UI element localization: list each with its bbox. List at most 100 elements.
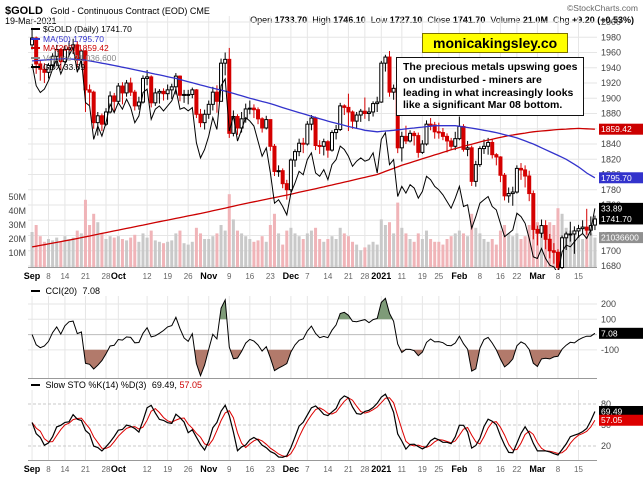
svg-text:21: 21 — [81, 465, 90, 474]
candlestick-series — [30, 28, 597, 270]
legend-swatch — [31, 37, 40, 40]
quote-pair: High 1746.10 — [312, 15, 366, 25]
sto-legend: Slow STO %K(14) %D(3) 69.49, 57.05 — [31, 380, 202, 390]
legend-swatch — [31, 28, 40, 30]
svg-text:Nov: Nov — [200, 464, 217, 474]
svg-text:Oct: Oct — [111, 464, 126, 474]
quote-pair: Volume 21.0M — [490, 15, 548, 25]
svg-text:2021: 2021 — [371, 464, 391, 474]
svg-text:9: 9 — [227, 465, 232, 474]
volume-flag: 21036600 — [599, 232, 643, 244]
svg-text:30M: 30M — [8, 220, 26, 230]
volume-bars — [30, 194, 597, 267]
legend-label: GDX 33.89 — [43, 62, 86, 73]
svg-text:Sep: Sep — [24, 464, 41, 474]
gdx-flag: 33.89 — [599, 202, 643, 214]
legend-label: $GOLD (Daily) 1741.70 — [43, 24, 132, 34]
x-axis-labels-main: Sep 8 14 21 28 Oct 12 19 26 Nov 9 16 23 Dec 7 14 21 28 202… — [24, 271, 584, 281]
legend-swatch — [31, 47, 40, 50]
axis-lines — [28, 267, 597, 461]
svg-text:12: 12 — [143, 272, 152, 281]
svg-text:21036600: 21036600 — [601, 233, 639, 243]
svg-text:12: 12 — [143, 465, 152, 474]
svg-text:10M: 10M — [8, 248, 26, 258]
svg-text:Feb: Feb — [451, 271, 468, 281]
quote-value: 1741.70 — [452, 15, 486, 25]
svg-text:1680: 1680 — [601, 261, 621, 271]
svg-text:57.05: 57.05 — [601, 415, 623, 425]
svg-text:7: 7 — [305, 465, 310, 474]
svg-text:21: 21 — [81, 272, 90, 281]
cci-legend-value: 7.08 — [82, 286, 101, 296]
quote-value: 1746.10 — [333, 15, 366, 25]
legend-item: Volume 21,036,600 — [31, 53, 132, 64]
svg-text:1940: 1940 — [601, 63, 621, 73]
sto-d-line — [31, 397, 596, 458]
gdx-line — [31, 45, 596, 270]
ma200-flag: 1859.42 — [599, 123, 643, 135]
svg-text:21: 21 — [344, 272, 353, 281]
svg-text:14: 14 — [323, 272, 332, 281]
svg-text:8: 8 — [46, 465, 51, 474]
legend-label: MA(50) 1795.70 — [43, 33, 104, 44]
cci-oversold-fill — [83, 349, 562, 376]
svg-text:2021: 2021 — [371, 271, 391, 281]
svg-text:Sep: Sep — [24, 271, 41, 281]
svg-text:1700: 1700 — [601, 246, 621, 256]
quote-pair: Chg +9.20 (+0.53%) — [552, 15, 634, 25]
cci-legend-label: CCI(20) — [45, 286, 78, 296]
svg-text:16: 16 — [245, 272, 254, 281]
annotation-site-banner: monicakingsley.co — [422, 33, 569, 53]
svg-text:1980: 1980 — [601, 32, 621, 42]
legend-label: MA(200) 1859.42 — [43, 43, 109, 54]
annotation-note-line: leading in what increasingly looks — [403, 86, 574, 99]
svg-text:40M: 40M — [8, 206, 26, 216]
copyright: ©StockCharts.com — [567, 3, 638, 13]
svg-text:11: 11 — [398, 465, 407, 474]
svg-text:80: 80 — [601, 399, 611, 409]
svg-text:14: 14 — [323, 465, 332, 474]
svg-text:15: 15 — [574, 272, 583, 281]
svg-text:Dec: Dec — [283, 464, 300, 474]
svg-text:15: 15 — [574, 465, 583, 474]
svg-text:26: 26 — [184, 465, 193, 474]
svg-text:8: 8 — [478, 272, 483, 281]
svg-text:16: 16 — [245, 465, 254, 474]
svg-text:25: 25 — [434, 272, 443, 281]
svg-text:1795.70: 1795.70 — [601, 173, 632, 183]
svg-text:1840: 1840 — [601, 139, 621, 149]
svg-text:8: 8 — [46, 272, 51, 281]
svg-text:20M: 20M — [8, 234, 26, 244]
svg-text:19: 19 — [418, 272, 427, 281]
svg-text:28: 28 — [360, 465, 369, 474]
x-axis-labels-bottom: Sep 8 14 21 28 Oct 12 19 26 Nov 9 16 23 Dec 7 14 21 28 202… — [24, 464, 584, 474]
svg-text:8: 8 — [478, 465, 483, 474]
svg-text:16: 16 — [496, 272, 505, 281]
sto-legend-swatch — [31, 384, 40, 386]
legend-item: MA(200) 1859.42 — [31, 43, 132, 54]
cci-line — [31, 297, 596, 378]
sto-k-line — [31, 393, 596, 458]
svg-text:50M: 50M — [8, 192, 26, 202]
legend-item: $GOLD (Daily) 1741.70 — [31, 24, 132, 35]
svg-text:14: 14 — [60, 272, 69, 281]
close-flag: 1741.70 — [599, 213, 643, 225]
svg-text:1741.70: 1741.70 — [601, 214, 632, 224]
sto-d-value: 57.05 — [179, 380, 202, 390]
svg-text:1900: 1900 — [601, 93, 621, 103]
annotation-note: The precious metals upswing goes on undi… — [396, 57, 585, 117]
svg-text:22: 22 — [512, 272, 521, 281]
chart-date: 19-Mar-2021 — [5, 16, 57, 26]
volume-axis-labels: 50M 40M 30M 20M 10M — [8, 192, 26, 258]
svg-text:Mar: Mar — [529, 464, 546, 474]
svg-text:9: 9 — [227, 272, 232, 281]
svg-text:100: 100 — [601, 314, 616, 324]
svg-text:20: 20 — [601, 441, 611, 451]
svg-text:25: 25 — [434, 465, 443, 474]
svg-text:2000: 2000 — [601, 17, 621, 27]
quote-value: 21.0M — [522, 15, 548, 25]
ma50-flag: 1795.70 — [599, 172, 643, 184]
svg-text:14: 14 — [60, 465, 69, 474]
svg-text:Dec: Dec — [283, 271, 300, 281]
svg-text:1960: 1960 — [601, 48, 621, 58]
